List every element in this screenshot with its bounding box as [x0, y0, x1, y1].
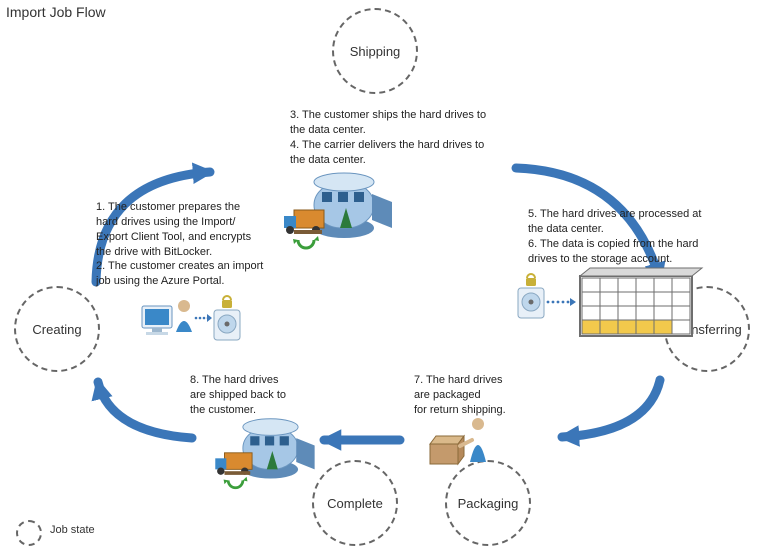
state-shipping: Shipping [332, 8, 418, 94]
legend-jobstate-icon [16, 520, 42, 546]
step-8-text: 8. The hard drivesare shipped back tothe… [190, 373, 310, 418]
state-label: Complete [327, 496, 383, 511]
state-transferring: Transferring [664, 286, 750, 372]
step-5-6-text: 5. The hard drives are processed atthe d… [528, 207, 738, 266]
step-3-4-text: 3. The customer ships the hard drives to… [290, 108, 520, 167]
state-creating: Creating [14, 286, 100, 372]
state-label: Creating [32, 322, 81, 337]
state-label: Shipping [350, 44, 401, 59]
legend-jobstate-label: Job state [50, 524, 95, 536]
state-label: Transferring [672, 322, 742, 337]
step-1-2-text: 1. The customer prepares thehard drives … [96, 200, 286, 289]
state-packaging: Packaging [445, 460, 531, 546]
state-label: Packaging [458, 496, 519, 511]
state-complete: Complete [312, 460, 398, 546]
diagram-canvas: Import Job Flow Creating Shipping Transf… [0, 0, 760, 558]
step-7-text: 7. The hard drivesare packagedfor return… [414, 373, 544, 418]
